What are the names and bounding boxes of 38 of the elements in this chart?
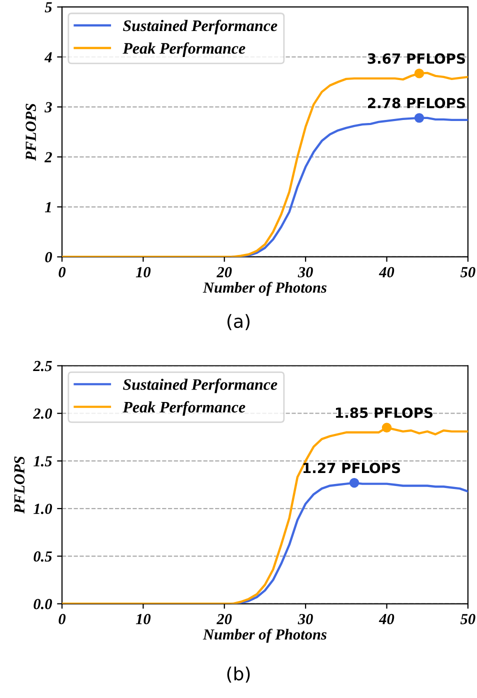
x-tick-label: 10 (136, 614, 151, 624)
y-tick-label: 0 (45, 252, 52, 262)
y-tick-label: 2.0 (33, 408, 52, 419)
y-tick-label: 0.5 (34, 551, 52, 562)
x-axis-title: Number of Photons (202, 628, 326, 643)
y-tick-label: 5 (44, 2, 52, 12)
y-tick-label: 1.0 (34, 504, 52, 514)
x-tick-label: 40 (378, 267, 394, 278)
legend-label: Peak Performance (122, 401, 246, 416)
y-tick-label: 3 (44, 102, 52, 112)
y-tick-label: 0.0 (34, 598, 52, 610)
annotation: 1.85 PFLOPS (336, 407, 433, 418)
y-tick-label: 4 (44, 52, 52, 62)
y-tick-label: 1.5 (34, 456, 52, 466)
x-axis-title: Number of Photons (202, 282, 326, 296)
x-tick-label: 20 (216, 267, 232, 278)
x-tick-label: 40 (378, 614, 394, 624)
x-tick-label: 20 (216, 614, 232, 624)
x-tick-label: 0 (58, 614, 66, 624)
annotation: 3.67 PFLOPS (368, 53, 465, 64)
text: (a) (227, 314, 250, 330)
annotation: 2.78 PFLOPS (368, 98, 465, 108)
y-axis-title: PFLOPS (26, 104, 36, 161)
x-tick-label: 50 (460, 614, 476, 624)
x-tick-label: 10 (136, 267, 151, 278)
y-tick-label: 1 (45, 202, 51, 212)
annotation: 1.27 PFLOPS (304, 462, 400, 474)
text: (b) (227, 666, 250, 683)
x-tick-label: 30 (298, 267, 313, 278)
x-tick-label: 50 (460, 267, 476, 278)
x-tick-label: 30 (298, 614, 313, 624)
y-tick-label: 2.5 (33, 360, 52, 372)
x-tick-label: 0 (58, 267, 66, 278)
legend-label: Sustained Performance (122, 378, 278, 394)
y-axis-title: PFLOPS (14, 456, 25, 514)
legend-label: Peak Performance (122, 42, 246, 58)
y-tick-label: 2 (44, 152, 52, 162)
legend-label: Sustained Performance (122, 20, 278, 34)
